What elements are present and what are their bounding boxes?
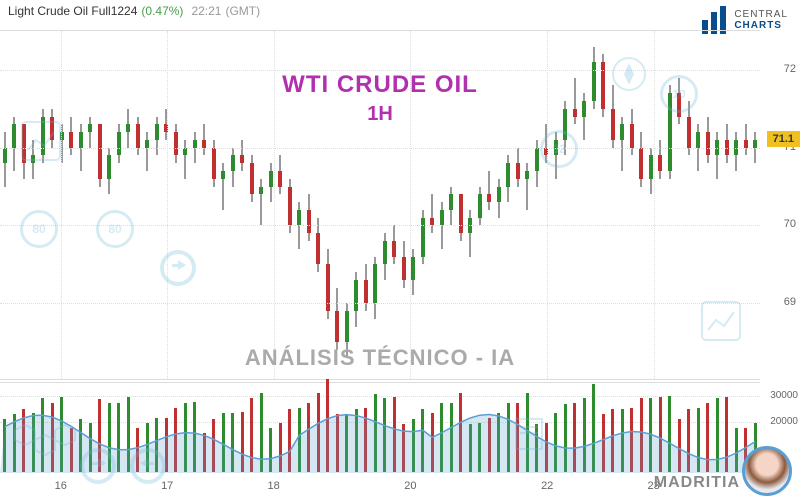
x-axis: 161718202223 <box>0 480 760 498</box>
price-chart[interactable]: WTI CRUDE OIL 1H ANÁLISIS TÉCNICO - IA <box>0 30 760 380</box>
chart-title: WTI CRUDE OIL 1H <box>282 71 478 126</box>
logo-text: CENTRALCHARTS <box>734 9 788 31</box>
timezone-label: (GMT) <box>225 4 260 18</box>
chart-header: Light Crude Oil Full1224 (0.47%) 22:21 (… <box>0 0 800 22</box>
pct-change: (0.47%) <box>141 4 183 18</box>
chart-subtitle: ANÁLISIS TÉCNICO - IA <box>245 345 515 371</box>
y-axis: 6970717271.1 <box>760 30 800 380</box>
volume-chart[interactable]: 2000030000 <box>0 382 760 472</box>
ticker-symbol: Light Crude Oil Full1224 <box>8 4 137 18</box>
brand-label: MADRITIA <box>654 474 740 492</box>
time-label: 22:21 <box>191 4 221 18</box>
avatar[interactable] <box>742 446 792 496</box>
